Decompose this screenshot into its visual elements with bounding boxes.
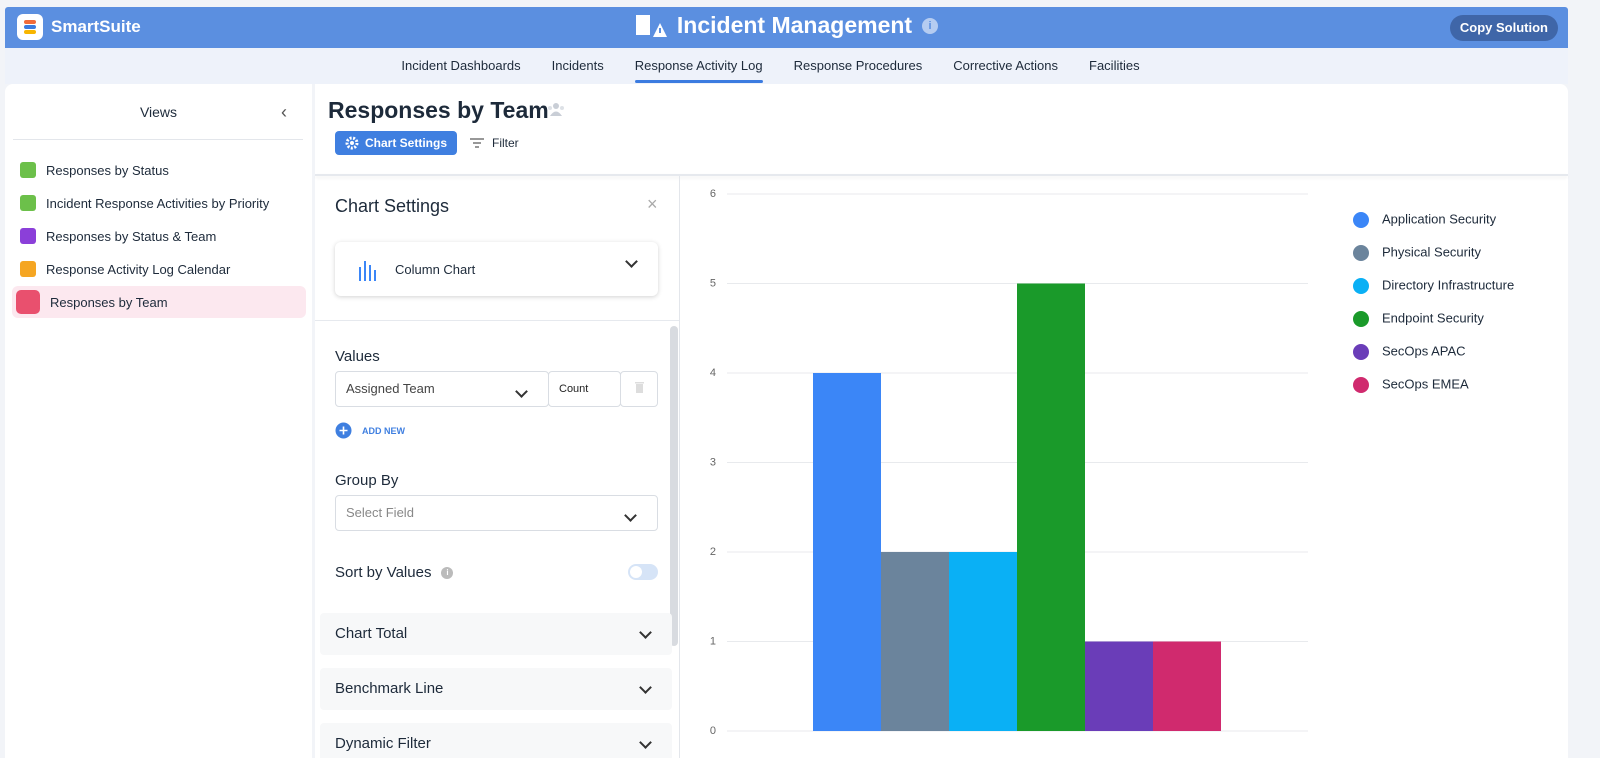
view-icon	[20, 228, 36, 244]
sidebar: Views ‹ Responses by Status Incident Resp…	[5, 84, 312, 758]
y-tick-label: 0	[710, 725, 716, 737]
legend-swatch	[1353, 212, 1369, 228]
legend-swatch	[1353, 377, 1369, 393]
legend-label: Directory Infrastructure	[1382, 277, 1514, 292]
settings-panel: Chart Settings × Column Chart Values Ass…	[315, 176, 680, 758]
brand[interactable]: SmartSuite	[17, 14, 141, 40]
settings-section[interactable]: Chart Total	[320, 613, 672, 655]
sort-row: Sort by Values i	[335, 564, 454, 581]
sort-label: Sort by Values	[335, 564, 432, 581]
trash-icon	[635, 382, 644, 393]
view-icon	[20, 195, 36, 211]
legend-label: SecOps APAC	[1382, 343, 1466, 358]
nav-tab[interactable]: Response Activity Log	[634, 48, 763, 84]
column-chart-icon	[359, 261, 376, 281]
view-item[interactable]: Incident Response Activities by Priority	[12, 187, 306, 219]
view-label: Incident Response Activities by Priority	[46, 195, 270, 211]
divider	[13, 139, 303, 140]
legend-swatch	[1353, 278, 1369, 294]
nav-bar: Incident Dashboards Incidents Response Act…	[5, 48, 1568, 84]
filter-icon	[470, 138, 484, 148]
view-item[interactable]: Responses by Status	[12, 154, 306, 186]
header: SmartSuite Incident Management i Copy So…	[5, 7, 1568, 48]
view-label: Responses by Status & Team	[46, 228, 217, 244]
divider	[315, 174, 1568, 176]
nav-tab[interactable]: Facilities	[1089, 58, 1140, 73]
y-tick-label: 4	[710, 367, 716, 379]
value-field-select[interactable]: Assigned Team	[335, 371, 549, 407]
y-tick-label: 2	[710, 546, 716, 558]
bar	[881, 552, 949, 731]
chart-settings-button[interactable]: Chart Settings	[335, 131, 458, 155]
nav-tab[interactable]: Response Procedures	[793, 58, 923, 73]
y-tick-label: 6	[710, 188, 716, 200]
delete-button[interactable]	[620, 371, 658, 407]
sidebar-title: Views	[139, 104, 178, 120]
shared-icon[interactable]	[547, 102, 565, 116]
view-icon	[16, 290, 40, 314]
logo	[17, 14, 43, 40]
bar	[813, 373, 881, 731]
view-label: Responses by Team	[50, 294, 168, 310]
chart: 0 1 2 3 4 5 6 Application Security Physical Secu…	[710, 188, 1514, 737]
scrollbar[interactable]	[670, 326, 678, 646]
view-icon	[20, 162, 36, 178]
button-label: Chart Settings	[365, 136, 448, 150]
main: Responses by Team Chart Settings Filter …	[315, 84, 1568, 758]
view-item[interactable]: Responses by Status & Team	[12, 220, 306, 252]
aggregate-select[interactable]: Count	[548, 371, 621, 407]
legend-label: SecOps EMEA	[1382, 376, 1469, 391]
view-label: Response Activity Log Calendar	[46, 261, 231, 277]
add-new-button[interactable]: ADD NEW	[335, 422, 405, 439]
divider	[315, 320, 679, 321]
values-label: Values	[335, 348, 380, 365]
bar	[949, 552, 1017, 731]
legend-label: Application Security	[1382, 211, 1497, 226]
y-tick-label: 3	[710, 456, 716, 468]
chart-type-select[interactable]: Column Chart	[335, 242, 658, 296]
nav-tab[interactable]: Corrective Actions	[953, 58, 1059, 73]
app-title: Incident Management i	[5, 12, 1568, 39]
settings-section[interactable]: Benchmark Line	[320, 668, 672, 710]
plus-icon	[335, 422, 352, 439]
app-title-text: Incident Management	[676, 12, 913, 38]
group-by-label: Group By	[335, 472, 399, 489]
toggle-knob	[630, 566, 642, 578]
y-tick-label: 5	[710, 277, 716, 289]
copy-solution-button[interactable]: Copy Solution	[1449, 15, 1558, 41]
bar	[1085, 641, 1153, 731]
panel-title: Chart Settings	[335, 196, 450, 216]
view-item[interactable]: Responses by Team	[12, 286, 306, 318]
legend-swatch	[1353, 311, 1369, 327]
y-tick-label: 1	[710, 635, 716, 647]
group-by-select[interactable]: Select Field	[335, 495, 658, 531]
sort-toggle[interactable]	[628, 564, 658, 580]
button-label: Filter	[492, 136, 519, 150]
view-icon	[20, 261, 36, 277]
add-new-label: ADD NEW	[362, 425, 405, 436]
legend-swatch	[1353, 245, 1369, 261]
brand-name: SmartSuite	[51, 17, 141, 36]
view-label: Responses by Status	[46, 162, 169, 178]
info-icon[interactable]: i	[441, 566, 454, 579]
info-icon[interactable]: i	[922, 17, 939, 34]
legend-swatch	[1353, 344, 1369, 360]
bar	[1153, 641, 1221, 731]
gear-icon	[345, 136, 359, 150]
legend-label: Physical Security	[1382, 244, 1481, 259]
legend-label: Endpoint Security	[1382, 310, 1484, 325]
collapse-button[interactable]: ‹	[281, 102, 287, 122]
filter-button[interactable]: Filter	[470, 131, 519, 155]
settings-section[interactable]: Dynamic Filter	[320, 723, 672, 758]
bar	[1017, 283, 1085, 731]
app-icon	[635, 14, 667, 37]
view-item[interactable]: Response Activity Log Calendar	[12, 253, 306, 285]
view-title: Responses by Team	[328, 97, 549, 123]
nav-tab[interactable]: Incident Dashboards	[401, 58, 521, 73]
chart-type: Column Chart	[395, 261, 476, 277]
nav-tab[interactable]: Incidents	[551, 58, 604, 73]
close-button[interactable]: ×	[647, 194, 658, 214]
